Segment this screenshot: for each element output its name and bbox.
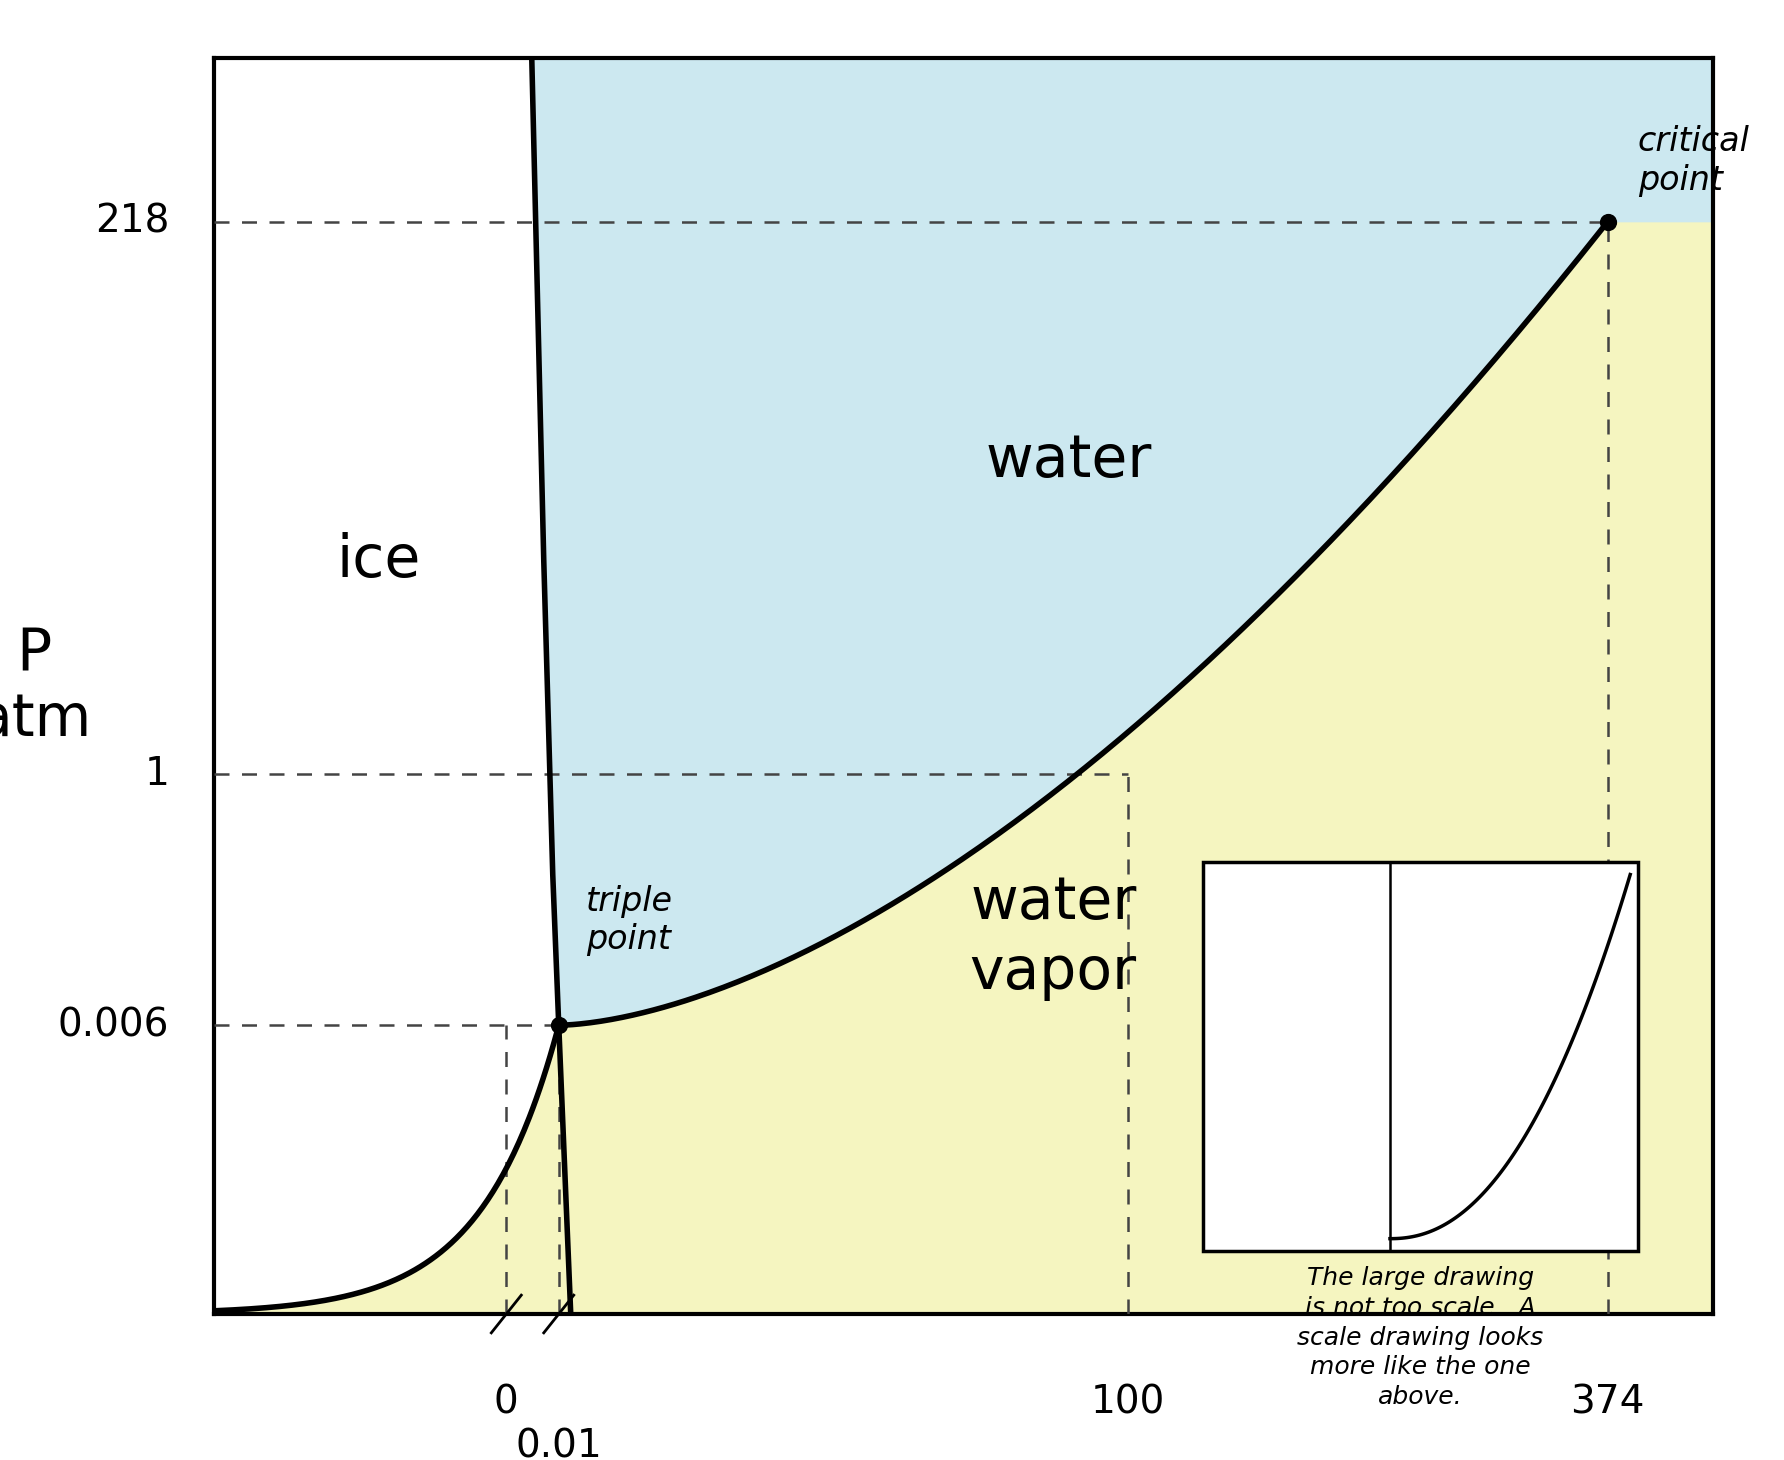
Polygon shape: [214, 58, 1713, 1314]
Text: 0.006: 0.006: [57, 1006, 169, 1044]
Text: ice: ice: [337, 531, 421, 590]
Text: 374: 374: [1570, 1383, 1645, 1421]
Text: 218: 218: [95, 203, 169, 241]
Text: water: water: [985, 432, 1151, 489]
Text: 1: 1: [145, 755, 169, 793]
Text: triple
point: triple point: [585, 885, 673, 956]
Text: P
atm: P atm: [0, 625, 93, 748]
Bar: [1202, 861, 1638, 1251]
Text: The large drawing
is not too scale.  A
scale drawing looks
more like the one
abo: The large drawing is not too scale. A sc…: [1297, 1266, 1543, 1409]
Point: [544, 1013, 573, 1037]
Text: water
vapor: water vapor: [970, 873, 1136, 1002]
Text: 0: 0: [494, 1383, 519, 1421]
Polygon shape: [214, 58, 571, 1314]
Text: 0.01: 0.01: [516, 1426, 603, 1460]
Point: [1593, 210, 1622, 234]
Polygon shape: [214, 58, 1713, 1314]
Text: 100: 100: [1092, 1383, 1165, 1421]
Text: critical
point: critical point: [1638, 126, 1750, 197]
